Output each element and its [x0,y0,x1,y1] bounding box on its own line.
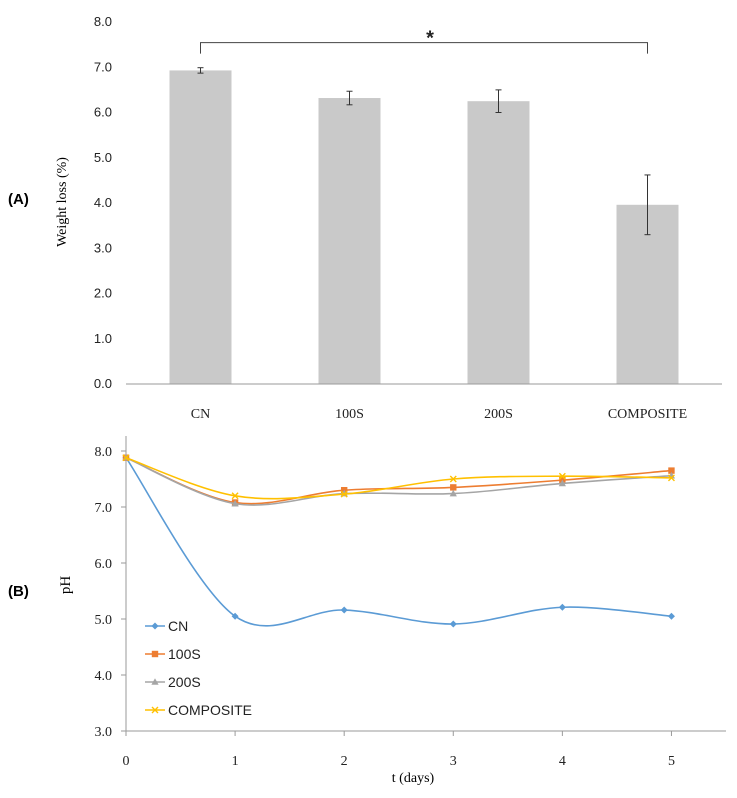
series-line-composite [125,456,672,500]
data-point-composite [122,454,130,462]
legend-label: COMPOSITE [168,702,252,718]
bar-chart-y-tick-label: 6.0 [94,105,112,120]
line-chart-x-tick-label: 2 [341,754,348,769]
data-point-100s [668,467,675,474]
line-chart-x-tick-label: 1 [232,754,239,769]
data-point-composite [231,492,239,500]
significance-star: * [426,28,434,50]
legend-marker [151,678,159,685]
bar-cn [169,70,232,384]
line-chart-x-tick-label: 0 [123,754,130,769]
legend-marker [151,650,159,658]
panel-label-a: (A) [8,191,29,208]
line-chart-legend: CN 100S 200S COMPOSITE [145,618,252,718]
significance-bracket: * [200,28,648,54]
series-line-200s [125,456,672,506]
bar-chart-y-tick-label: 8.0 [94,14,112,29]
line-chart-y-tick-label: 7.0 [95,501,113,516]
line-chart-x-tick-label: 3 [450,754,457,769]
line-chart-y-tick-label: 5.0 [95,613,113,628]
data-point-cn [231,612,239,620]
legend-label: 200S [168,674,201,690]
data-point-100s [450,484,457,491]
data-point-composite [340,490,348,498]
legend-label: CN [168,618,188,634]
bar-chart-y-tick-label: 7.0 [94,59,112,74]
series-cn [122,454,675,628]
bar-200s [467,101,530,384]
data-point-composite [667,474,675,482]
data-point-cn [340,606,348,614]
data-point-cn [667,612,675,620]
bar-chart-y-tick-label: 1.0 [94,331,112,346]
line-chart-x-axis-label: t (days) [392,771,435,786]
bar-100s [318,98,381,385]
significance-line [200,42,648,54]
bar-chart-category-label: CN [191,407,210,422]
series-200s [122,453,676,507]
ph-line-chart: pH t (days) 3.0 4.0 5.0 6.0 7.0 8.0 0 1 2 3 4 5 CN 1… [58,436,726,786]
legend-marker [151,622,159,630]
bar-chart-y-tick-label: 4.0 [94,195,112,210]
line-chart-y-tick-label: 6.0 [95,557,113,572]
bar-chart-category-label: 200S [484,407,513,422]
bar-chart-y-tick-label: 2.0 [94,286,112,301]
legend-marker [151,706,159,714]
bar-chart-category-label: 100S [335,407,364,422]
data-point-200s [558,479,566,487]
data-point-200s [231,499,239,507]
bar-chart-y-axis-label: Weight loss (%) [55,157,70,247]
series-line-100s [125,456,672,505]
line-chart-y-tick-label: 3.0 [95,725,113,740]
series-line-cn [125,457,672,627]
line-chart-x-tick-label: 5 [668,754,675,769]
series-100s [122,454,675,506]
data-point-composite [558,472,566,480]
data-point-cn [449,620,457,628]
data-point-cn [558,603,566,611]
bar-chart-y-tick-label: 3.0 [94,240,112,255]
panel-label-b: (B) [8,583,29,600]
line-chart-y-axis-label: pH [58,576,74,595]
weight-loss-bar-chart: Weight loss (%) 0.0 1.0 2.0 3.0 4.0 5.0 6.0 7.0… [55,14,722,422]
bar-chart-y-tick-label: 5.0 [94,150,112,165]
legend-label: 100S [168,646,201,662]
bar-chart-category-label: COMPOSITE [608,407,687,422]
bar-chart-y-tick-label: 0.0 [94,376,112,391]
data-point-composite [449,475,457,483]
line-chart-x-tick-label: 4 [559,754,566,769]
series-composite [122,454,675,500]
data-point-200s [449,489,457,497]
line-chart-y-tick-label: 4.0 [95,669,113,684]
line-chart-y-tick-label: 8.0 [95,445,113,460]
